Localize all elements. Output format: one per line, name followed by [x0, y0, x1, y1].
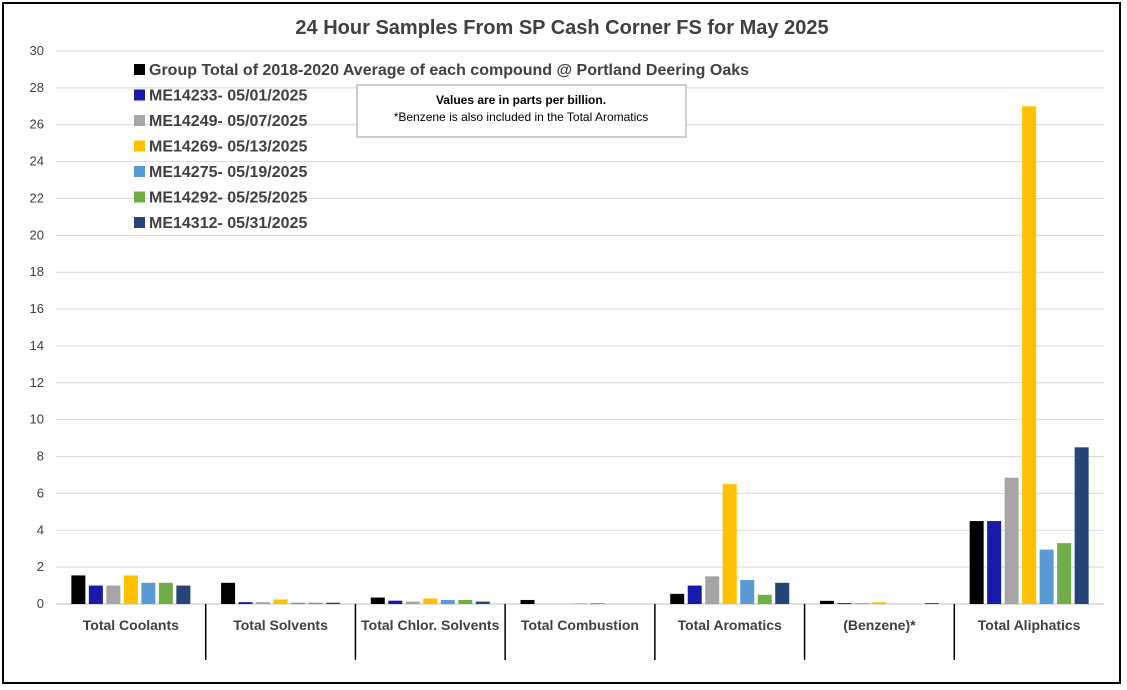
bar: [705, 576, 720, 604]
bar: [176, 585, 191, 604]
bar: [71, 575, 86, 604]
legend-swatch: [134, 64, 145, 75]
annotation-line-2: *Benzene is also included in the Total A…: [394, 110, 649, 124]
bar: [573, 603, 587, 604]
chart-title: 24 Hour Samples From SP Cash Corner FS f…: [295, 17, 828, 39]
bar: [238, 602, 253, 604]
bar: [1004, 477, 1019, 604]
legend-swatch: [134, 217, 145, 228]
bar: [1022, 106, 1037, 605]
legend-swatch: [134, 115, 145, 126]
legend-label: ME14233- 05/01/2025: [149, 88, 307, 105]
legend-swatch: [134, 191, 145, 203]
bar: [475, 601, 490, 604]
bar: [388, 600, 403, 604]
y-tick-label: 24: [30, 154, 44, 169]
bar: [370, 597, 385, 604]
bar: [837, 603, 852, 604]
x-category-label: Total Solvents: [233, 617, 328, 633]
bar: [106, 585, 121, 604]
bar: [757, 594, 772, 604]
y-tick-label: 10: [30, 412, 44, 427]
legend-label: ME14312- 05/31/2025: [149, 215, 307, 232]
bar: [405, 601, 420, 604]
legend-swatch: [134, 89, 145, 101]
y-tick-label: 2: [37, 559, 44, 574]
bar: [590, 603, 605, 604]
bar: [1074, 447, 1089, 604]
bar: [722, 484, 737, 604]
bar: [423, 598, 438, 604]
y-tick-label: 30: [30, 43, 44, 58]
bar: [221, 582, 236, 604]
bar: [326, 602, 341, 604]
legend-label: ME14275- 05/19/2025: [149, 164, 307, 181]
x-category-label: (Benzene)*: [843, 617, 916, 633]
bar: [141, 582, 156, 604]
bar: [308, 602, 323, 604]
y-tick-label: 0: [37, 596, 44, 611]
bar: [924, 603, 939, 604]
y-tick-label: 28: [30, 80, 44, 95]
y-tick-label: 6: [37, 485, 44, 500]
bar: [740, 580, 755, 604]
bar: [819, 600, 834, 604]
y-tick-label: 4: [37, 522, 44, 537]
annotation-box: Values are in parts per billion. *Benzen…: [356, 84, 687, 138]
bar: [158, 582, 173, 604]
legend-swatch: [134, 140, 145, 152]
bar: [291, 602, 306, 604]
x-category-label: Total Chlor. Solvents: [361, 617, 499, 633]
bar: [854, 603, 869, 604]
bar: [440, 599, 455, 604]
bar: [687, 585, 702, 604]
bar: [1057, 543, 1072, 604]
x-category-label: Total Coolants: [83, 617, 179, 633]
y-tick-label: 12: [30, 375, 44, 390]
y-tick-label: 14: [30, 338, 44, 353]
legend-label: ME14249- 05/07/2025: [149, 113, 307, 130]
y-tick-label: 26: [30, 117, 44, 132]
x-category-label: Total Aromatics: [678, 617, 782, 633]
bar: [670, 593, 685, 604]
bar: [1039, 549, 1054, 604]
bar: [520, 599, 535, 604]
y-tick-label: 16: [30, 301, 44, 316]
x-category-label: Total Combustion: [521, 617, 639, 633]
annotation-line-1: Values are in parts per billion.: [436, 93, 606, 107]
bar: [969, 521, 984, 604]
bar: [458, 599, 473, 604]
legend-label: Group Total of 2018-2020 Average of each…: [149, 62, 749, 79]
legend-label: ME14269- 05/13/2025: [149, 139, 307, 156]
y-tick-label: 20: [30, 227, 44, 242]
bar: [256, 602, 271, 604]
legend-label: ME14292- 05/25/2025: [149, 190, 307, 207]
bar: [88, 585, 103, 604]
legend-swatch: [134, 166, 145, 177]
bar: [123, 575, 138, 604]
bar: [273, 599, 288, 604]
y-tick-label: 8: [37, 449, 44, 464]
bar: [775, 582, 790, 604]
bar: [872, 602, 887, 604]
y-tick-label: 22: [30, 190, 44, 205]
y-tick-label: 18: [30, 264, 44, 279]
bar: [987, 521, 1002, 604]
x-category-label: Total Aliphatics: [978, 617, 1081, 633]
